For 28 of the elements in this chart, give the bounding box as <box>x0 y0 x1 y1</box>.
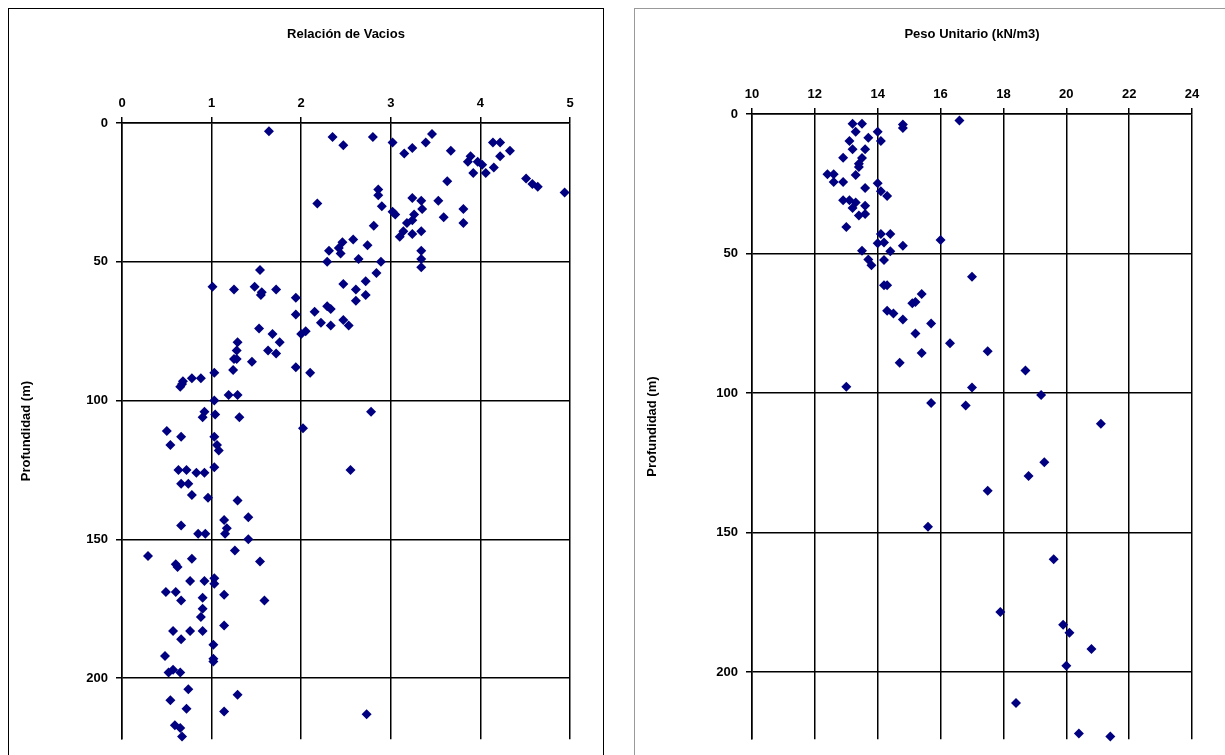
x-tick-label: 4 <box>476 94 485 110</box>
x-axis-title: Peso Unitario (kN/m3) <box>904 26 1040 42</box>
y-tick-label: 200 <box>86 669 108 685</box>
x-tick-label: 18 <box>996 85 1011 101</box>
y-tick-label: 0 <box>730 105 738 121</box>
x-tick-label: 20 <box>1059 85 1074 101</box>
y-tick-label: 150 <box>716 524 738 540</box>
x-tick-label: 12 <box>807 85 823 101</box>
x-axis-title: Relación de Vacios <box>287 26 405 42</box>
x-tick-label: 3 <box>387 94 395 110</box>
y-tick-label: 50 <box>93 253 108 269</box>
y-tick-label: 50 <box>723 245 738 261</box>
y-tick-label: 150 <box>86 530 108 546</box>
x-tick-label: 16 <box>933 85 948 101</box>
x-tick-label: 5 <box>566 94 574 110</box>
x-tick-label: 0 <box>118 94 126 110</box>
x-tick-label: 2 <box>297 94 305 110</box>
y-tick-label: 100 <box>716 384 738 400</box>
x-tick-label: 10 <box>744 85 760 101</box>
y-tick-label: 100 <box>86 392 108 408</box>
y-axis-title: Profundidad (m) <box>644 376 660 477</box>
y-tick-label: 200 <box>716 663 738 679</box>
y-tick-label: 0 <box>100 114 108 130</box>
x-tick-label: 24 <box>1184 85 1200 101</box>
x-tick-label: 22 <box>1121 85 1137 101</box>
y-axis-title: Profundidad (m) <box>18 380 34 482</box>
x-tick-label: 14 <box>870 85 886 101</box>
x-tick-label: 1 <box>207 94 216 110</box>
